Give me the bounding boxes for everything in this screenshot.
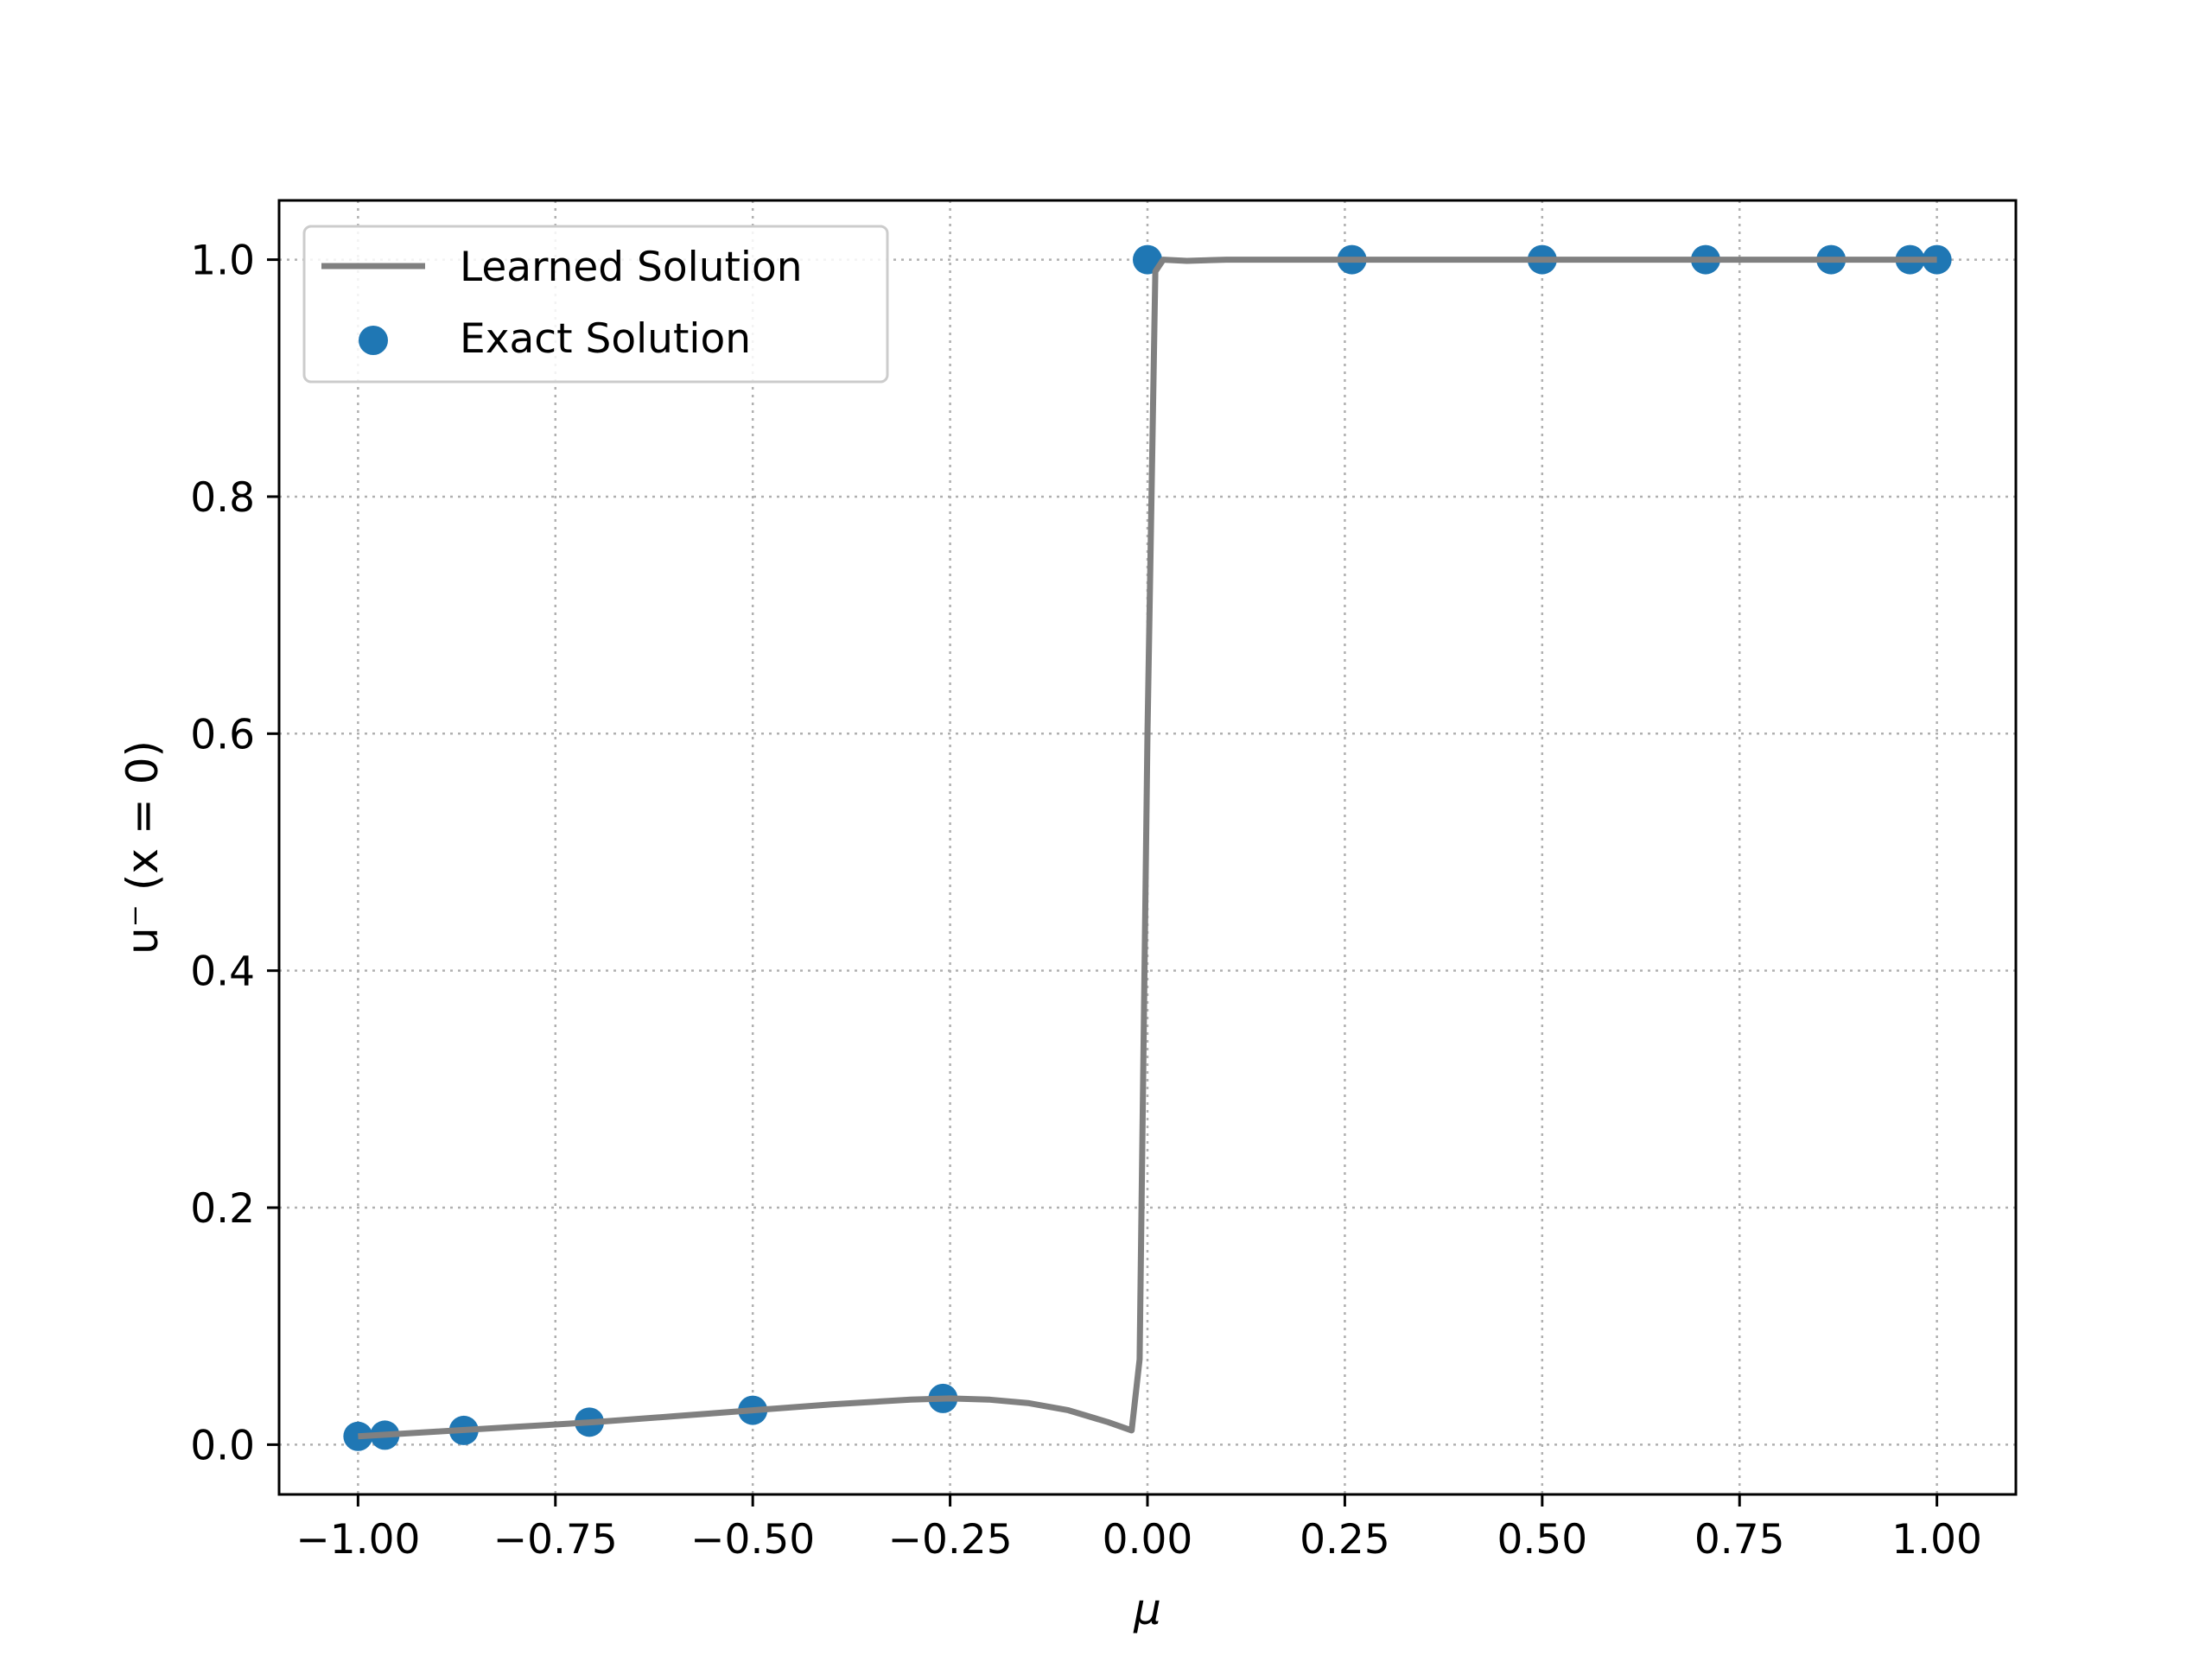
legend: Learned Solution Exact Solution	[302, 225, 889, 384]
x-tick-label: −0.25	[888, 1516, 1013, 1564]
y-tick-label: 0.4	[190, 948, 255, 996]
y-tick-label: 0.8	[190, 474, 255, 522]
y-tick-label: 0.2	[190, 1185, 255, 1233]
axis-ticks: −1.00 −0.75 −0.50 −0.25 0.00 0.25 0.50 0.75 1.00…	[190, 238, 1982, 1564]
y-axis-label: u⁻ (x = 0)	[118, 740, 168, 955]
x-tick-label: −0.75	[493, 1516, 618, 1564]
y-tick-label: 0.0	[190, 1422, 255, 1469]
x-tick-label: 0.25	[1300, 1516, 1390, 1564]
exact-solution-point	[343, 1421, 373, 1451]
x-axis-label: μ	[1133, 1584, 1161, 1634]
y-tick-label: 0.6	[190, 711, 255, 758]
x-tick-label: −0.50	[690, 1516, 815, 1564]
x-tick-label: 0.75	[1694, 1516, 1785, 1564]
exact-solution-point	[1922, 244, 1952, 275]
plot-data	[343, 244, 1952, 1451]
legend-marker-swatch	[359, 326, 388, 355]
y-tick-label: 1.0	[190, 238, 255, 285]
x-tick-label: 1.00	[1891, 1516, 1982, 1564]
x-tick-label: 0.50	[1497, 1516, 1587, 1564]
legend-label-exact: Exact Solution	[460, 315, 751, 363]
learned-solution-line	[358, 257, 1937, 1440]
x-tick-label: 0.00	[1103, 1516, 1193, 1564]
legend-label-learned: Learned Solution	[460, 244, 803, 291]
x-tick-label: −1.00	[296, 1516, 420, 1564]
legend-box	[302, 225, 889, 384]
